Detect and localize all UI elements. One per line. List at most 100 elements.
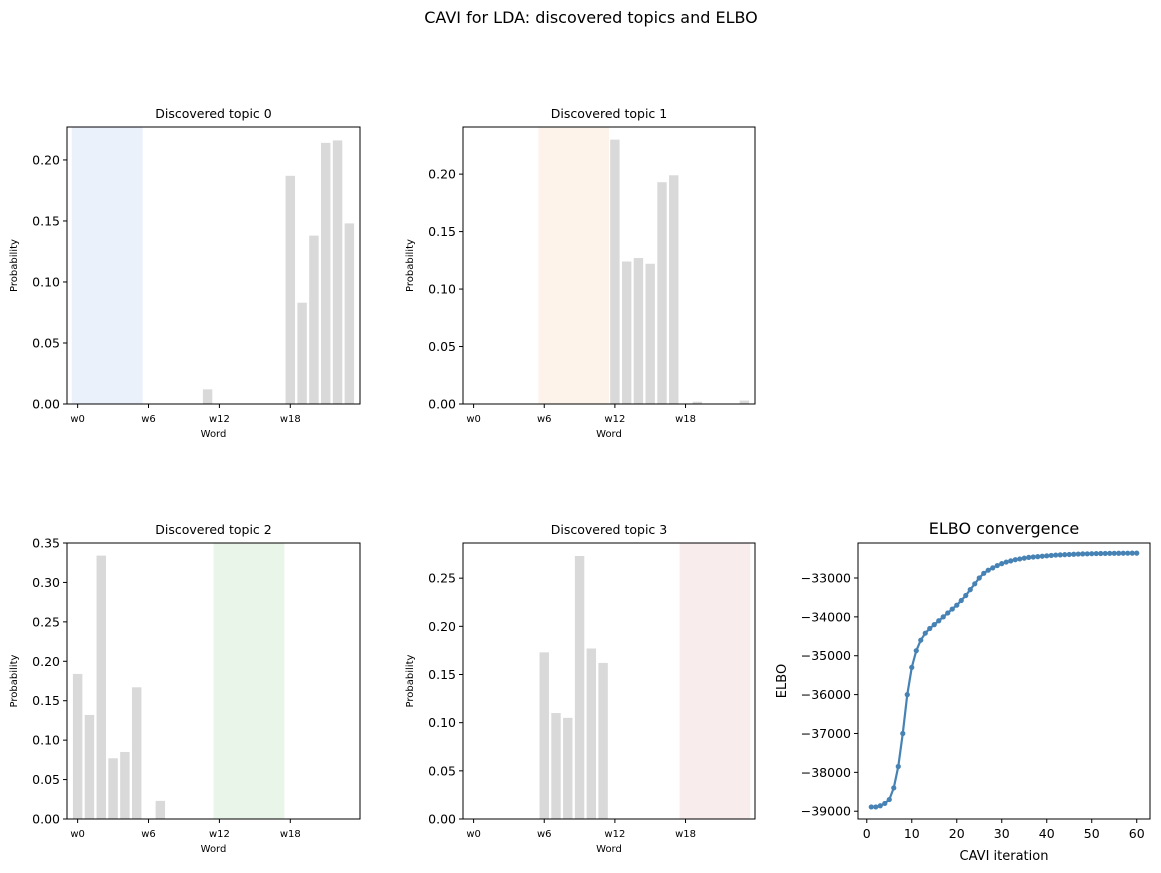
elbo-point: [895, 763, 901, 770]
bar-w5: [131, 687, 142, 819]
y-tick-label: 0.20: [428, 167, 456, 182]
plot-frame: [462, 542, 756, 820]
y-tick-label: 0.20: [32, 152, 60, 167]
y-axis-label: Probability: [405, 239, 416, 292]
y-tick-label: 0.05: [32, 772, 60, 787]
elbo-point: [985, 567, 991, 573]
elbo-line: [871, 552, 1137, 809]
elbo-point: [976, 575, 982, 581]
x-tick-label: w18: [280, 414, 301, 425]
plot-frame: [66, 126, 361, 405]
y-tick-label: 0.15: [32, 213, 60, 228]
elbo-point: [877, 803, 883, 809]
topic-chart-2: 0.00 0.05 0.10 0.15 0.20 0.25 0.30 0.35 w0 w6 w12 w…: [9, 522, 361, 855]
elbo-point: [958, 597, 964, 604]
y-tick-label: 0.15: [428, 667, 456, 682]
elbo-point: [1116, 550, 1122, 556]
bar-w20: [309, 235, 319, 404]
elbo-point: [913, 648, 919, 654]
elbo-point: [886, 796, 892, 803]
y-tick-label: 0.05: [428, 763, 456, 778]
x-axis-label: Word: [201, 429, 227, 440]
y-axis-label: Probability: [9, 654, 20, 707]
y-tick-label: 0.10: [428, 715, 456, 730]
bar-w11: [598, 662, 608, 819]
elbo-point: [972, 581, 978, 587]
x-tick-label: w12: [209, 414, 230, 425]
y-tick-label: 0.15: [32, 693, 60, 708]
y-tick-label: 0.35: [32, 536, 60, 551]
elbo-point: [1071, 551, 1077, 557]
y-tick-label: 0.00: [32, 812, 60, 827]
chart-title: Discovered topic 0: [155, 106, 271, 121]
y-tick-label: −39000: [801, 804, 851, 819]
x-tick-label: w0: [466, 414, 481, 425]
bar-w13: [621, 261, 632, 404]
elbo-point: [940, 614, 946, 620]
x-tick-label: 20: [949, 826, 965, 841]
x-tick-label: w6: [537, 414, 552, 425]
elbo-point: [868, 804, 874, 810]
x-tick-label: 60: [1129, 826, 1145, 841]
elbo-point: [927, 625, 933, 632]
elbo-point: [1120, 550, 1126, 556]
elbo-point: [1008, 558, 1014, 564]
elbo-point: [922, 630, 928, 636]
y-tick-label: 0.10: [32, 274, 60, 289]
y-tick-label: 0.20: [428, 619, 456, 634]
y-tick-label: 0.10: [32, 733, 60, 748]
elbo-point: [882, 800, 888, 807]
x-axis-label: CAVI iteration: [960, 849, 1049, 864]
topic-chart-0: 0.00 0.05 0.10 0.15 0.20 w0 w6 w12 w18 Discovered…: [9, 106, 361, 440]
elbo-point: [1030, 554, 1036, 560]
elbo-point: [1057, 552, 1063, 558]
elbo-point: [1107, 550, 1113, 556]
topic-chart-1: 0.00 0.05 0.10 0.15 0.20 w0 w6 w12 w18 Discovered…: [405, 106, 756, 440]
x-tick-label: 10: [904, 826, 920, 841]
elbo-point: [999, 561, 1005, 567]
elbo-point: [1044, 553, 1050, 559]
elbo-point: [1062, 552, 1068, 558]
elbo-point: [1053, 552, 1059, 558]
x-tick-label: 40: [1039, 826, 1055, 841]
y-tick-label: 0.00: [428, 397, 456, 412]
elbo-point: [931, 622, 937, 628]
topic-band: [71, 127, 143, 404]
bar-w1: [84, 714, 95, 819]
y-tick-label: 0.25: [428, 571, 456, 586]
bar-w14: [633, 258, 644, 404]
topic-band: [538, 127, 609, 404]
x-tick-label: w18: [280, 829, 301, 840]
x-tick-label: 50: [1084, 826, 1100, 841]
bar-w22: [332, 140, 343, 404]
elbo-point: [1129, 550, 1135, 556]
elbo-point: [967, 587, 973, 593]
topic-band: [679, 543, 751, 819]
elbo-point: [1111, 550, 1117, 556]
elbo-point: [1102, 550, 1108, 557]
bar-w7: [551, 713, 561, 819]
y-tick-label: 0.10: [428, 282, 456, 297]
x-tick-label: w6: [141, 414, 156, 425]
bar-w17: [669, 175, 679, 404]
elbo-point: [909, 664, 915, 670]
topic-chart-3: 0.00 0.05 0.10 0.15 0.20 0.25 w0 w6 w12 w18 Discov…: [405, 522, 756, 855]
elbo-point: [936, 618, 942, 624]
bar-w19: [692, 401, 703, 404]
elbo-point: [945, 610, 951, 616]
elbo-point: [1003, 559, 1009, 565]
elbo-point: [1075, 551, 1081, 557]
elbo-point: [900, 730, 906, 737]
x-tick-label: w12: [604, 829, 625, 840]
elbo-point: [1089, 551, 1095, 557]
y-axis-label: ELBO: [775, 664, 790, 698]
plot-frame: [462, 126, 756, 405]
elbo-point: [1026, 554, 1032, 560]
bar-w2: [96, 555, 106, 819]
bar-w11: [202, 389, 213, 404]
y-tick-label: 0.30: [32, 575, 60, 590]
bar-w23: [344, 223, 355, 404]
y-tick-label: 0.00: [428, 812, 456, 827]
plot-frame: [66, 542, 361, 820]
chart-title: Discovered topic 1: [551, 106, 667, 121]
